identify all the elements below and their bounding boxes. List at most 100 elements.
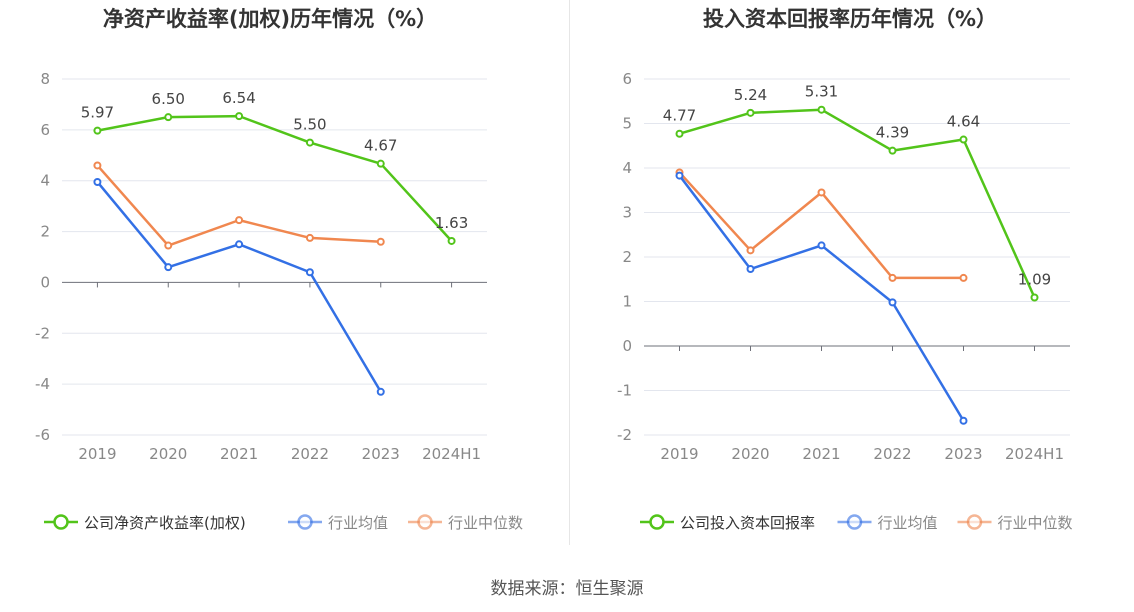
data-point xyxy=(959,273,968,282)
y-tick-label: -2 xyxy=(617,426,632,444)
data-label: 4.64 xyxy=(947,113,980,131)
panel-divider xyxy=(569,0,570,545)
y-tick-label: 3 xyxy=(622,204,632,222)
x-tick-label: 2019 xyxy=(660,445,698,463)
series-line xyxy=(97,114,453,242)
data-label: 5.50 xyxy=(293,116,326,134)
data-point xyxy=(817,241,826,250)
data-point xyxy=(675,171,684,180)
data-point xyxy=(817,105,826,114)
y-tick-label: 2 xyxy=(40,223,50,241)
data-point xyxy=(305,233,314,242)
roic-chart: 投入资本回报率历年情况（%） -2 -1 0 1 2 3 4 5 6 2019 2020 2021 202… xyxy=(617,7,1073,532)
data-point xyxy=(305,138,314,147)
data-point xyxy=(746,265,755,274)
legend-label: 公司净资产收益率(加权) xyxy=(84,514,246,532)
data-point xyxy=(675,129,684,138)
x-tick-label: 2019 xyxy=(78,445,116,463)
data-label: 6.54 xyxy=(222,89,255,107)
y-tick-label: -2 xyxy=(35,324,50,342)
series-line xyxy=(679,108,1036,299)
data-point xyxy=(235,112,244,121)
data-point xyxy=(235,216,244,225)
data-label: 5.97 xyxy=(81,104,114,122)
data-label: 6.50 xyxy=(152,90,185,108)
chart-title: 投入资本回报率历年情况（%） xyxy=(703,7,997,31)
data-label: 4.39 xyxy=(876,124,909,142)
y-tick-label: 8 xyxy=(40,70,50,88)
x-tick-label: 2020 xyxy=(149,445,187,463)
series-line xyxy=(678,171,964,280)
y-tick-label: 6 xyxy=(622,70,632,88)
data-label: 1.09 xyxy=(1018,270,1051,288)
data-point xyxy=(164,113,173,122)
data-point xyxy=(376,387,385,396)
y-tick-label: 6 xyxy=(40,121,50,139)
legend-marker xyxy=(53,514,69,530)
data-source-note: 数据来源：恒生聚源 xyxy=(490,579,644,599)
legend-label: 公司投入资本回报率 xyxy=(680,514,815,532)
data-label: 4.77 xyxy=(663,107,696,125)
legend-marker xyxy=(846,514,863,530)
legend-item: 公司投入资本回报率 xyxy=(640,514,815,532)
data-point xyxy=(888,298,897,307)
data-point xyxy=(1030,293,1039,302)
legend-marker xyxy=(649,514,665,530)
y-tick-label: -6 xyxy=(35,426,50,444)
x-tick-label: 2021 xyxy=(802,445,840,463)
x-tick-label: 2024H1 xyxy=(1005,445,1064,463)
data-label: 1.63 xyxy=(435,214,468,232)
data-point xyxy=(959,416,968,425)
y-tick-label: 5 xyxy=(622,115,632,133)
y-tick-label: 0 xyxy=(40,273,50,291)
data-point xyxy=(164,241,173,250)
data-point xyxy=(305,268,314,277)
y-tick-label: 0 xyxy=(622,337,632,355)
legend-label: 行业中位数 xyxy=(998,514,1073,532)
data-point xyxy=(888,146,897,155)
legend-item: 行业均值 xyxy=(288,514,388,532)
x-tick-label: 2020 xyxy=(731,445,769,463)
y-tick-label: 1 xyxy=(622,293,632,311)
x-tick-label: 2024H1 xyxy=(422,445,481,463)
data-label: 4.67 xyxy=(364,137,397,155)
legend-item: 行业中位数 xyxy=(408,514,523,532)
data-point xyxy=(93,177,102,186)
legend-marker xyxy=(297,514,313,530)
legend-item: 行业中位数 xyxy=(957,514,1073,532)
data-point xyxy=(888,273,897,282)
legend-marker xyxy=(417,514,433,530)
x-tick-label: 2023 xyxy=(944,445,982,463)
data-point xyxy=(376,237,385,246)
y-tick-label: 2 xyxy=(622,248,632,266)
legend-item: 行业均值 xyxy=(837,514,938,532)
data-point xyxy=(959,135,968,144)
data-point xyxy=(817,188,826,197)
y-tick-label: 4 xyxy=(622,159,632,177)
x-tick-label: 2023 xyxy=(362,445,400,463)
data-point xyxy=(447,236,456,245)
y-tick-label: -4 xyxy=(35,375,50,393)
legend-marker xyxy=(966,514,983,530)
legend-label: 行业均值 xyxy=(878,514,938,532)
data-point xyxy=(746,108,755,117)
data-point xyxy=(746,246,755,255)
data-point xyxy=(235,240,244,249)
x-tick-label: 2022 xyxy=(291,445,329,463)
legend-label: 行业中位数 xyxy=(448,514,523,532)
data-point xyxy=(376,159,385,168)
data-label: 5.31 xyxy=(805,83,838,101)
chart-title: 净资产收益率(加权)历年情况（%） xyxy=(103,7,437,31)
data-point xyxy=(164,263,173,272)
data-point xyxy=(93,126,102,135)
y-tick-label: 4 xyxy=(40,172,50,190)
legend-label: 行业均值 xyxy=(328,514,388,532)
x-tick-label: 2021 xyxy=(220,445,258,463)
y-tick-label: -1 xyxy=(617,382,632,400)
data-point xyxy=(93,161,102,170)
data-label: 5.24 xyxy=(734,86,767,104)
legend-item: 公司净资产收益率(加权) xyxy=(44,514,246,532)
x-tick-label: 2022 xyxy=(873,445,911,463)
roe-chart: 净资产收益率(加权)历年情况（%） -6 -4 -2 0 2 4 6 8 2019 2020 2021… xyxy=(35,7,523,532)
